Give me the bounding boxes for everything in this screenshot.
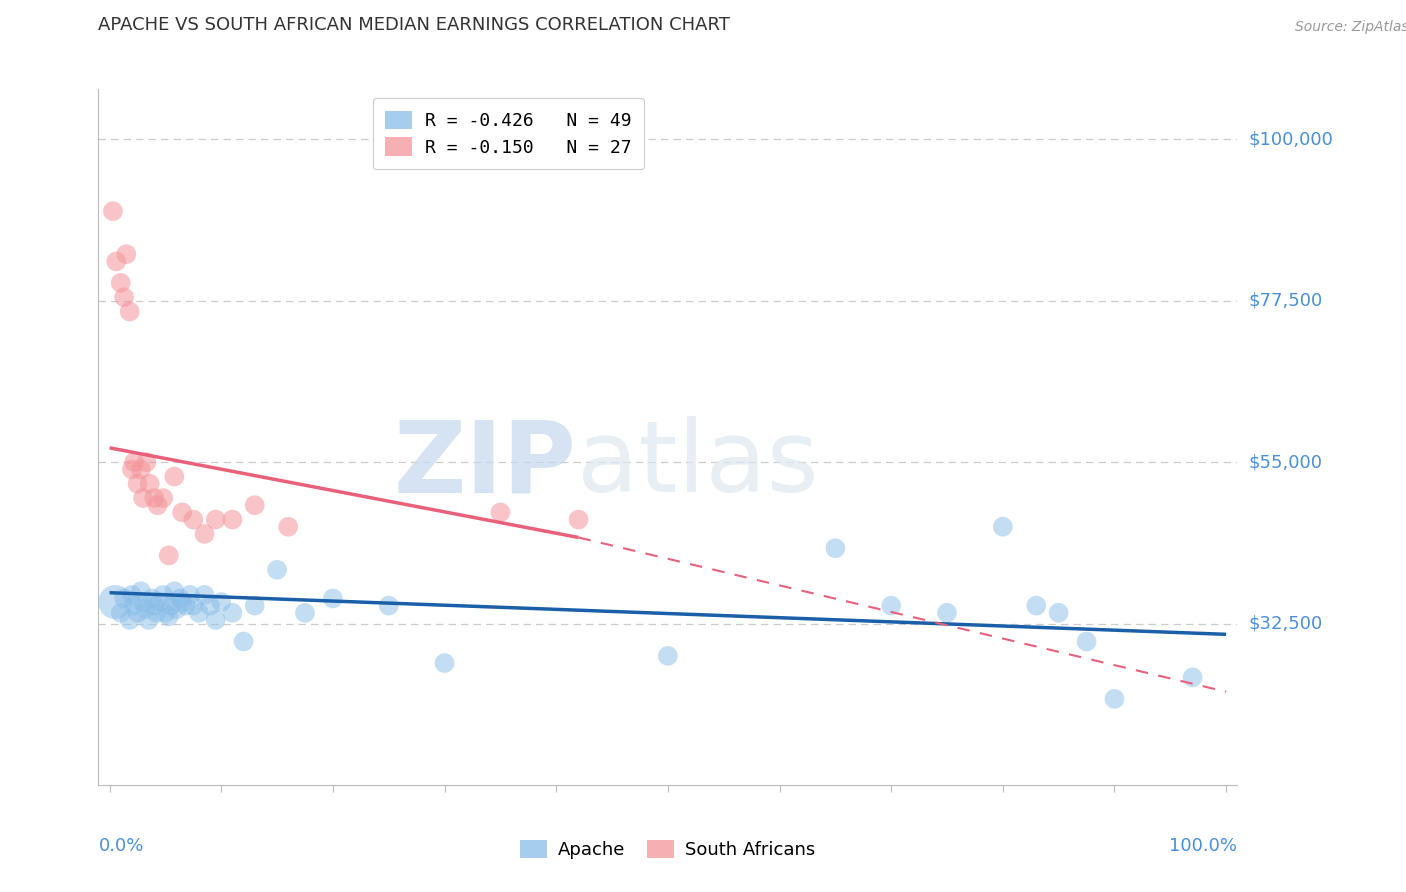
Point [183, 599, 205, 613]
Text: 0.0%: 0.0% [98, 837, 143, 855]
Point [824, 541, 846, 556]
Point [152, 588, 174, 602]
Text: 100.0%: 100.0% [1170, 837, 1237, 855]
Point [198, 599, 221, 613]
Point [433, 656, 456, 670]
Point [105, 254, 128, 268]
Point [209, 595, 232, 609]
Point [134, 602, 156, 616]
Point [1181, 670, 1204, 684]
Point [277, 520, 299, 534]
Point [991, 520, 1014, 534]
Point [101, 204, 124, 219]
Point [187, 606, 209, 620]
Point [118, 304, 141, 318]
Point [221, 512, 243, 526]
Point [152, 491, 174, 505]
Text: atlas: atlas [576, 417, 818, 514]
Point [169, 591, 191, 606]
Point [149, 595, 172, 609]
Point [143, 599, 166, 613]
Text: $77,500: $77,500 [1249, 292, 1323, 310]
Point [110, 606, 132, 620]
Point [657, 648, 679, 663]
Point [157, 609, 180, 624]
Point [115, 247, 138, 261]
Legend: Apache, South Africans: Apache, South Africans [513, 832, 823, 866]
Point [110, 276, 132, 290]
Point [489, 505, 512, 519]
Point [294, 606, 316, 620]
Point [193, 527, 215, 541]
Point [204, 512, 226, 526]
Text: APACHE VS SOUTH AFRICAN MEDIAN EARNINGS CORRELATION CHART: APACHE VS SOUTH AFRICAN MEDIAN EARNINGS … [98, 15, 730, 34]
Point [127, 606, 149, 620]
Point [221, 606, 243, 620]
Point [567, 512, 589, 526]
Point [172, 595, 194, 609]
Point [141, 591, 163, 606]
Point [322, 591, 344, 606]
Text: $55,000: $55,000 [1249, 453, 1323, 471]
Point [232, 634, 254, 648]
Point [166, 602, 188, 616]
Point [172, 505, 194, 519]
Point [118, 613, 141, 627]
Text: $100,000: $100,000 [1249, 130, 1333, 148]
Point [132, 595, 155, 609]
Point [204, 613, 226, 627]
Point [112, 290, 135, 304]
Point [104, 595, 127, 609]
Point [121, 462, 143, 476]
Point [129, 584, 152, 599]
Point [377, 599, 399, 613]
Point [146, 498, 169, 512]
Point [266, 563, 288, 577]
Point [121, 588, 143, 602]
Point [163, 469, 186, 483]
Point [179, 588, 201, 602]
Point [157, 549, 180, 563]
Text: $32,500: $32,500 [1249, 615, 1323, 632]
Point [122, 599, 145, 613]
Point [1104, 692, 1126, 706]
Point [145, 606, 167, 620]
Point [129, 462, 152, 476]
Text: Source: ZipAtlas.com: Source: ZipAtlas.com [1295, 20, 1406, 34]
Point [880, 599, 903, 613]
Point [243, 599, 266, 613]
Point [243, 498, 266, 512]
Text: ZIP: ZIP [394, 417, 576, 514]
Point [122, 455, 145, 469]
Point [1047, 606, 1070, 620]
Point [1025, 599, 1047, 613]
Point [143, 491, 166, 505]
Point [155, 606, 177, 620]
Point [135, 455, 157, 469]
Point [112, 591, 135, 606]
Point [163, 584, 186, 599]
Point [193, 588, 215, 602]
Point [183, 512, 205, 526]
Point [174, 599, 197, 613]
Point [132, 491, 155, 505]
Point [139, 476, 162, 491]
Point [1076, 634, 1098, 648]
Point [160, 599, 183, 613]
Point [138, 613, 160, 627]
Point [936, 606, 959, 620]
Point [127, 476, 149, 491]
